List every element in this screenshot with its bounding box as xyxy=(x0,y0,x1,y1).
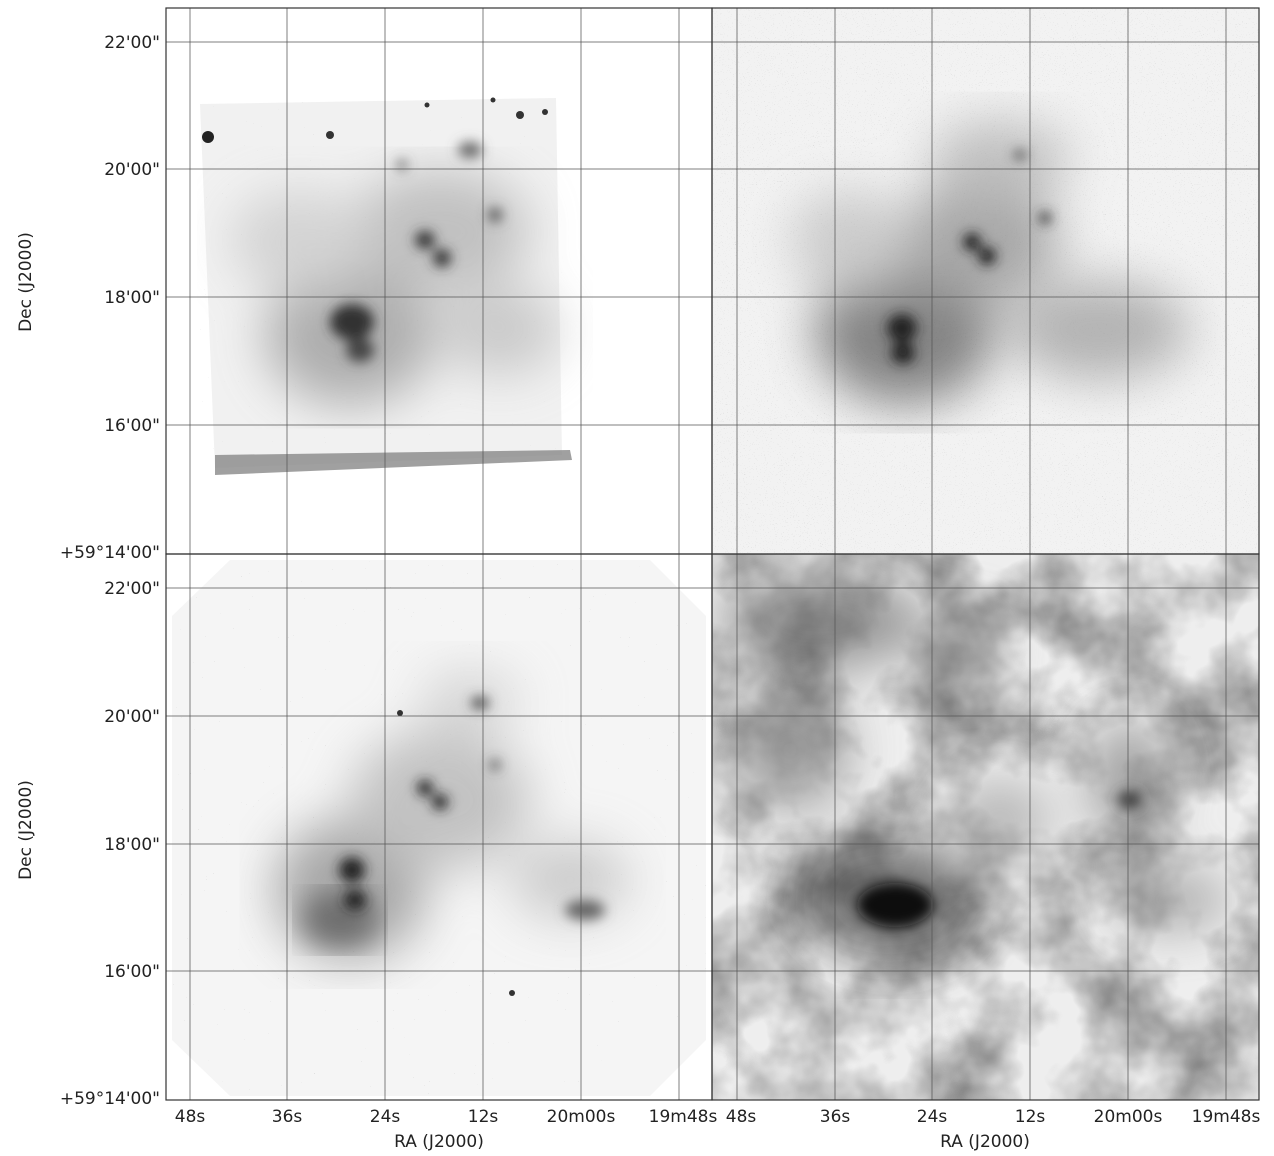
ra-tick-labels-right: 48s 36s 24s 12s 20m00s 19m48s xyxy=(726,1107,1261,1127)
ra-tick-label: 20m00s xyxy=(547,1107,616,1127)
dec-tick-label: 18'00" xyxy=(104,835,160,855)
panel-bottom-right xyxy=(712,554,1259,1100)
ra-tick-label: 36s xyxy=(272,1107,303,1127)
dec-tick-label: 20'00" xyxy=(104,160,160,180)
ra-tick-label: 48s xyxy=(175,1107,206,1127)
dec-axis-label-bottom: Dec (J2000) xyxy=(16,780,36,880)
dec-tick-label: 22'00" xyxy=(104,33,160,53)
dec-tick-label: +59°14'00" xyxy=(60,1089,160,1109)
dec-tick-label: 16'00" xyxy=(104,416,160,436)
frame-bottom-right xyxy=(711,553,1260,1101)
ra-tick-label: 24s xyxy=(917,1107,948,1127)
ra-axis-label-right: RA (J2000) xyxy=(940,1132,1030,1152)
dec-tick-labels-top: 22'00" 20'00" 18'00" 16'00" +59°14'00" xyxy=(60,33,160,563)
ra-tick-label: 24s xyxy=(370,1107,401,1127)
ra-tick-label: 20m00s xyxy=(1094,1107,1163,1127)
ra-tick-label: 19m48s xyxy=(1192,1107,1261,1127)
ra-axis-label-left: RA (J2000) xyxy=(394,1132,484,1152)
panel-top-right xyxy=(712,8,1259,554)
ra-tick-label: 19m48s xyxy=(649,1107,718,1127)
ra-tick-label: 12s xyxy=(468,1107,499,1127)
dec-axis-label-top: Dec (J2000) xyxy=(16,232,36,332)
ra-tick-label: 48s xyxy=(726,1107,757,1127)
panel-top-left xyxy=(166,8,712,554)
ra-tick-label: 12s xyxy=(1015,1107,1046,1127)
panel-bottom-left xyxy=(166,554,712,1100)
dec-tick-label: 20'00" xyxy=(104,707,160,727)
ra-tick-labels-left: 48s 36s 24s 12s 20m00s 19m48s xyxy=(175,1107,718,1127)
dec-tick-label: 18'00" xyxy=(104,288,160,308)
dec-tick-label: 22'00" xyxy=(104,579,160,599)
ra-tick-label: 36s xyxy=(820,1107,851,1127)
dec-tick-labels-bottom: 22'00" 20'00" 18'00" 16'00" +59°14'00" xyxy=(60,579,160,1109)
dec-tick-label: +59°14'00" xyxy=(60,543,160,563)
dec-tick-label: 16'00" xyxy=(104,962,160,982)
